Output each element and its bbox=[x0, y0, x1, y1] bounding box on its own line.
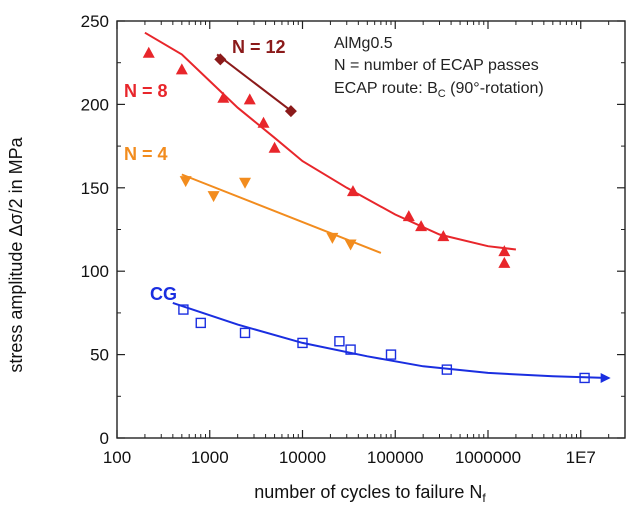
series-label: N = 4 bbox=[124, 144, 168, 164]
annotation-route: ECAP route: BC (90°-rotation) bbox=[334, 80, 544, 100]
data-point bbox=[257, 116, 270, 128]
x-tick-label: 1000000 bbox=[455, 448, 521, 467]
data-point bbox=[344, 239, 357, 251]
series-label: CG bbox=[150, 284, 177, 304]
data-point bbox=[217, 91, 230, 103]
x-tick-label: 10000 bbox=[279, 448, 326, 467]
data-point bbox=[385, 349, 397, 360]
x-axis-label: number of cycles to failure Nf bbox=[254, 482, 486, 505]
fit-line bbox=[144, 31, 517, 251]
data-point bbox=[243, 93, 256, 105]
axes-frame bbox=[116, 20, 626, 439]
y-tick-label: 50 bbox=[90, 346, 109, 365]
data-point bbox=[297, 337, 308, 349]
y-tick-label: 100 bbox=[81, 262, 109, 281]
x-tick-label: 1000 bbox=[191, 448, 229, 467]
data-point bbox=[214, 53, 227, 66]
data-point bbox=[207, 191, 220, 203]
data-markers bbox=[142, 46, 590, 384]
data-point bbox=[498, 245, 511, 257]
data-point bbox=[334, 336, 345, 347]
data-point bbox=[239, 177, 252, 189]
series-label: N = 12 bbox=[232, 37, 286, 57]
x-tick-label: 100000 bbox=[367, 448, 424, 467]
series-label: N = 8 bbox=[124, 81, 168, 101]
runout-arrow bbox=[600, 372, 611, 383]
data-point bbox=[326, 232, 339, 244]
tick-labels: 100 1000 10000 100000 1000000 1E7 0 50 100 150 200… bbox=[81, 12, 596, 467]
data-point bbox=[284, 105, 297, 118]
fit-line bbox=[172, 301, 609, 379]
fit-line bbox=[216, 53, 295, 114]
y-tick-label: 200 bbox=[81, 95, 109, 114]
data-point bbox=[415, 220, 428, 232]
data-point bbox=[441, 364, 453, 375]
data-point bbox=[142, 46, 155, 58]
annotation-material: AlMg0.5 bbox=[334, 35, 393, 52]
data-point bbox=[179, 176, 192, 188]
data-point bbox=[239, 327, 251, 339]
y-tick-label: 0 bbox=[100, 429, 109, 448]
series-labels: N = 12 N = 8 N = 4 CG bbox=[124, 37, 286, 304]
y-tick-label: 150 bbox=[81, 179, 109, 198]
data-point bbox=[195, 317, 206, 329]
data-point bbox=[268, 141, 281, 153]
x-tick-label: 100 bbox=[103, 448, 131, 467]
data-point bbox=[178, 304, 189, 315]
y-axis-label: stress amplitude Δσ/2 in MPa bbox=[6, 136, 26, 372]
data-point bbox=[175, 63, 188, 75]
data-point bbox=[346, 185, 359, 197]
annotation-passes: N = number of ECAP passes bbox=[334, 57, 539, 74]
data-point bbox=[579, 372, 590, 384]
data-point bbox=[345, 344, 356, 355]
y-tick-label: 250 bbox=[81, 12, 109, 31]
data-point bbox=[437, 230, 450, 242]
data-point bbox=[402, 210, 415, 222]
data-point bbox=[498, 256, 511, 268]
x-tick-label: 1E7 bbox=[566, 448, 596, 467]
